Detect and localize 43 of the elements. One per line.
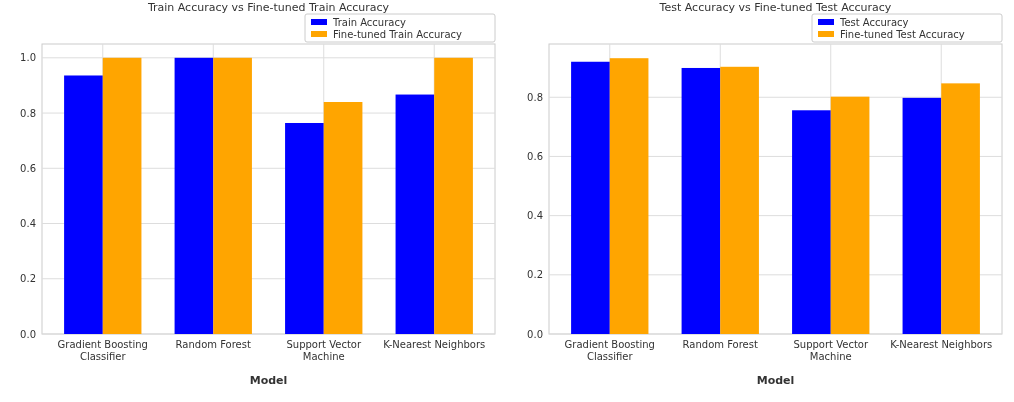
bar (792, 110, 831, 334)
bar (941, 83, 980, 334)
bar (434, 57, 473, 334)
y-tick-label: 0.8 (527, 91, 543, 103)
bar (323, 102, 363, 334)
x-tick-label: Support Vector Machine (286, 339, 362, 362)
y-tick-label: 0.6 (527, 150, 543, 162)
y-tick-label: 0.8 (20, 107, 36, 119)
x-tick-label: Random Forest (682, 339, 758, 350)
y-tick-label: 0.2 (20, 273, 36, 285)
chart-title: Train Accuracy vs Fine-tuned Train Accuracy (146, 1, 390, 14)
bar (64, 75, 103, 334)
y-tick-label: 0.6 (20, 162, 36, 174)
bar (681, 67, 721, 334)
x-tick-label: K-Nearest Neighbors (890, 339, 993, 350)
x-tick-label: Random Forest (175, 339, 251, 350)
bar (102, 57, 142, 334)
x-axis-title: Model (249, 374, 288, 387)
y-tick-label: 0.4 (527, 210, 543, 222)
legend-label: Train Accuracy (332, 17, 406, 28)
bar (902, 97, 942, 334)
x-tick-label: Support Vector Machine (793, 339, 869, 362)
legend-label: Fine-tuned Train Accuracy (333, 29, 463, 40)
bar (285, 122, 324, 334)
bar (720, 66, 759, 334)
x-axis-title: Model (756, 374, 795, 387)
x-tick-label: Gradient Boosting Classifier (564, 339, 655, 362)
y-tick-label: 0.4 (20, 218, 36, 230)
bar (830, 96, 870, 334)
y-tick-label: 0.2 (527, 269, 543, 281)
bar (571, 61, 610, 334)
x-tick-label: K-Nearest Neighbors (383, 339, 486, 350)
bar (395, 94, 435, 334)
legend-label: Test Accuracy (839, 17, 909, 28)
legend-label: Fine-tuned Test Accuracy (840, 29, 965, 40)
chart-title: Test Accuracy vs Fine-tuned Test Accuracy (658, 1, 892, 14)
y-tick-label: 0.0 (527, 328, 543, 340)
y-tick-label: 1.0 (20, 52, 36, 64)
bar (174, 57, 214, 334)
bar (213, 57, 252, 334)
x-tick-label: Gradient Boosting Classifier (57, 339, 148, 362)
y-tick-label: 0.0 (20, 328, 36, 340)
bar (609, 58, 649, 334)
